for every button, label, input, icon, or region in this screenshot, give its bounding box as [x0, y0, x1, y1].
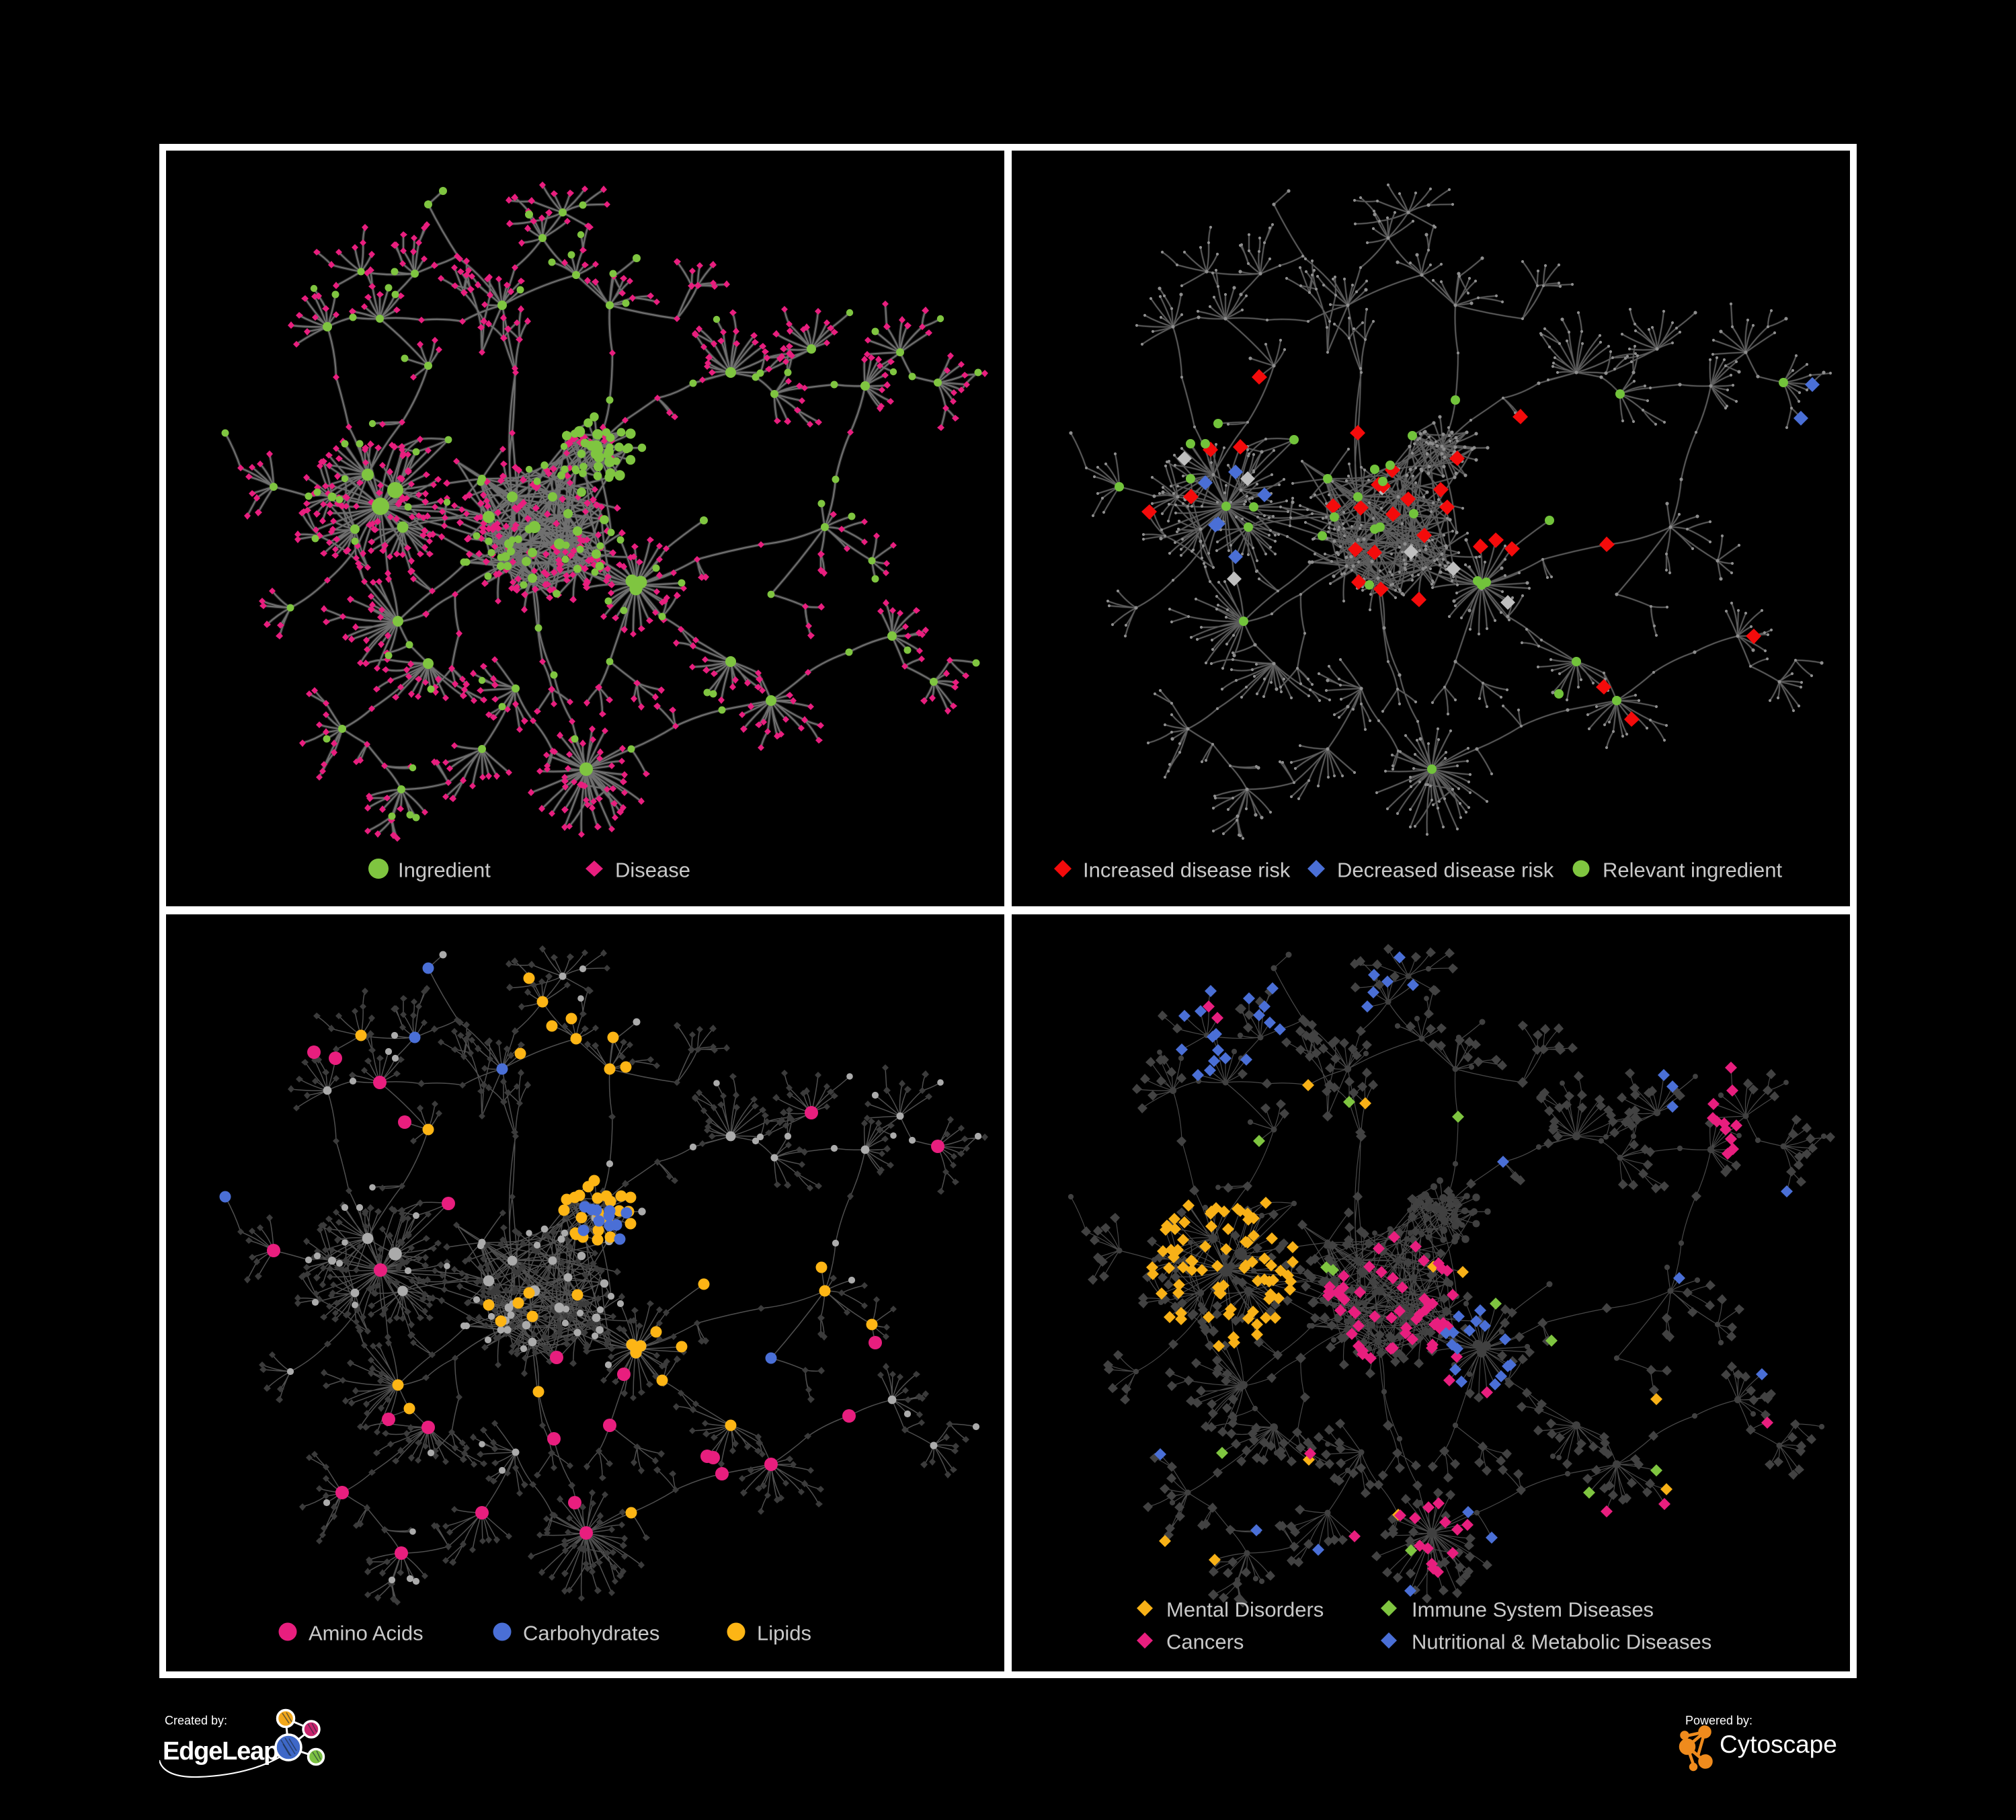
svg-text:EdgeLeap: EdgeLeap — [163, 1737, 278, 1766]
svg-text:Relevant ingredient: Relevant ingredient — [1603, 859, 1783, 882]
svg-text:Mental Disorders: Mental Disorders — [1166, 1598, 1324, 1622]
svg-text:Created by:: Created by: — [165, 1714, 227, 1727]
svg-text:Disease: Disease — [615, 859, 690, 882]
svg-text:Carbohydrates: Carbohydrates — [523, 1622, 659, 1645]
svg-text:Cancers: Cancers — [1166, 1630, 1244, 1654]
svg-text:Decreased disease risk: Decreased disease risk — [1337, 859, 1554, 882]
svg-text:Lipids: Lipids — [757, 1622, 811, 1645]
svg-text:Amino Acids: Amino Acids — [309, 1622, 424, 1645]
svg-text:Increased disease risk: Increased disease risk — [1083, 859, 1291, 882]
svg-text:Immune System Diseases: Immune System Diseases — [1412, 1598, 1654, 1622]
svg-text:Powered by:: Powered by: — [1685, 1714, 1752, 1727]
svg-text:Ingredient: Ingredient — [398, 859, 491, 882]
svg-text:Cytoscape: Cytoscape — [1720, 1731, 1837, 1758]
svg-text:Nutritional & Metabolic Diseas: Nutritional & Metabolic Diseases — [1412, 1630, 1711, 1654]
